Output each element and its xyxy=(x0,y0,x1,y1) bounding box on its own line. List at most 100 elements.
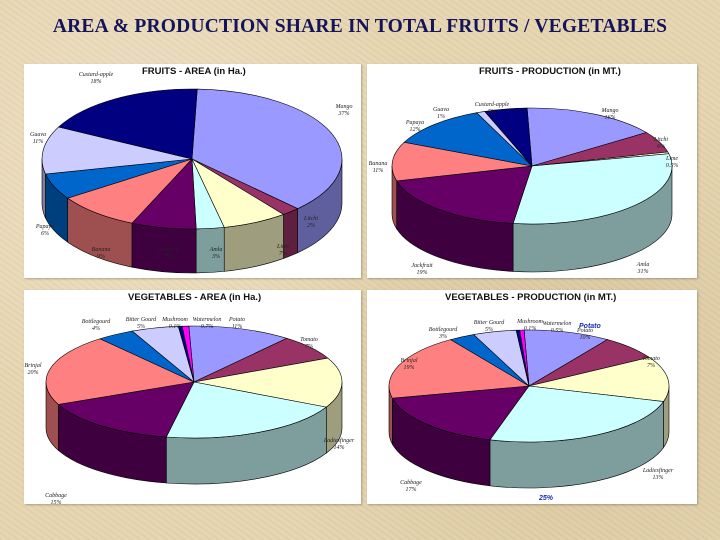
pie-slice xyxy=(181,325,195,383)
slice-label: Mango 37% xyxy=(324,104,361,118)
vegetables-production-chart: VEGETABLES - PRODUCTION (in MT.) Potato … xyxy=(367,290,697,504)
pie-slice xyxy=(512,153,673,225)
vegetables-area-pie xyxy=(45,325,343,485)
slice-label: Watermelon 0.5% xyxy=(537,321,577,335)
slice-label-name: Watermelon xyxy=(542,321,572,327)
slice-label: Banana 11% xyxy=(367,161,398,175)
slice-label: Amla 3% xyxy=(196,247,236,261)
slice-label: Bitter Gourd 5% xyxy=(121,317,161,331)
slice-label-percent: 7% xyxy=(305,344,313,350)
slice-label: Ladiesfinger 14% xyxy=(319,438,359,452)
slice-label-percent: 5% xyxy=(488,109,496,115)
slice-label: Brinjal 19% xyxy=(389,358,429,372)
pie-slice xyxy=(188,325,288,383)
pie-slice xyxy=(526,107,648,167)
chart-title: VEGETABLES - PRODUCTION (in MT.) xyxy=(445,292,617,303)
pie-slice xyxy=(519,329,530,387)
pie-slice xyxy=(528,357,670,402)
slice-label-name: Mushroom xyxy=(517,319,543,325)
slice-label-percent: 3% xyxy=(439,334,447,340)
slice-label: Jackfruit 19% xyxy=(402,263,442,277)
slice-label-name: Papaya xyxy=(35,224,55,230)
slice-label-percent: 19% xyxy=(403,365,415,371)
slice-label: Brinjal 20% xyxy=(24,363,53,377)
slice-label: Bottlegourd 3% xyxy=(423,327,463,341)
slice-label: Mango 16% xyxy=(590,108,630,122)
slice-label-name: Mango xyxy=(335,104,353,110)
slice-label: Lime 7% xyxy=(263,244,303,258)
vegetables-production-pie xyxy=(388,329,670,489)
slice-label-name: Ladiesfinger xyxy=(323,438,355,444)
pie-slice xyxy=(391,141,533,182)
slice-label-percent: 7% xyxy=(647,363,655,369)
slice-label-percent: 5% xyxy=(485,327,493,333)
pie-slice xyxy=(484,107,533,167)
slice-label-name: Custard-apple xyxy=(474,102,510,108)
slice-label: Bitter Gourd 5% xyxy=(469,320,509,334)
slice-label-percent: 11% xyxy=(231,324,243,330)
slice-label-percent: 6% xyxy=(41,231,49,237)
slice-label-name: Jackfruit xyxy=(157,247,179,253)
slice-label-percent: 5% xyxy=(137,324,145,330)
slice-label-percent: 6% xyxy=(657,144,665,150)
slice-label-name: Tomato xyxy=(642,356,660,362)
slice-label: Ladiesfinger 13% xyxy=(638,468,678,482)
slice-label-name: Brinjal xyxy=(400,358,418,364)
slice-label-percent: 37% xyxy=(338,111,350,117)
vegetables-area-chart: VEGETABLES - AREA (in Ha.) Potato 11% Toma… xyxy=(24,290,361,504)
slice-label-percent: 9% xyxy=(97,254,105,260)
slice-label-percent: 18% xyxy=(90,79,102,85)
slice-label: Guava 11% xyxy=(24,132,58,146)
slice-label: Tomato 7% xyxy=(631,356,671,370)
slice-label-name: Lime xyxy=(277,244,289,250)
slice-label-name: Mango xyxy=(601,108,619,114)
slice-label: Potato 11% xyxy=(217,317,257,331)
pie-slice xyxy=(391,385,530,441)
slice-label-percent: 7% xyxy=(164,254,172,260)
slice-label-name: Bottlegourd xyxy=(81,319,111,325)
slice-label-name: Tomato xyxy=(300,337,318,343)
slice-label-name: Ladiesfinger xyxy=(642,468,674,474)
slice-label: Papaya 12% xyxy=(395,120,435,134)
slice-label-name: Banana xyxy=(91,247,111,253)
slice-label-percent: 0.1% xyxy=(523,326,537,332)
slice-label: Amla 31% xyxy=(623,262,663,276)
percent-callout: 25% xyxy=(539,495,554,502)
slice-label: Jackfruit 7% xyxy=(148,247,188,261)
slice-label-percent: 1% xyxy=(437,114,445,120)
pie-slice xyxy=(388,339,530,399)
pie-slice xyxy=(193,357,343,408)
fruits-area-pie xyxy=(41,88,343,274)
slice-label-name: Amla xyxy=(209,247,223,253)
slice-label-name: Cabbage xyxy=(400,480,422,486)
slice-label-percent: 17% xyxy=(405,487,417,493)
slice-label-percent: 12% xyxy=(409,127,421,133)
slice-label-percent: 13% xyxy=(652,475,664,481)
slice-label-name: Potato xyxy=(229,317,245,323)
slice-label-name: Jackfruit xyxy=(411,263,433,269)
slice-label-name: Brinjal xyxy=(24,363,42,369)
pie-slice xyxy=(165,381,328,439)
slice-label: Cabbage 15% xyxy=(36,493,76,504)
slice-label: Watermelon 0.7% xyxy=(187,317,227,331)
slice-label: Litchi 6% xyxy=(641,137,681,151)
pie-slice xyxy=(523,329,609,387)
slice-label-name: Lime xyxy=(666,156,678,162)
slice-label-name: Bitter Gourd xyxy=(473,320,505,326)
slice-label-percent: 0.1% xyxy=(168,324,182,330)
slice-label-name: Bottlegourd xyxy=(428,327,458,333)
slice-label-name: Guava xyxy=(433,107,449,113)
slice-label-percent: 2% xyxy=(307,223,315,229)
slice-label-percent: 0.7% xyxy=(200,324,214,330)
slice-label: Papaya 6% xyxy=(25,224,65,238)
slice-label: Litchi 2% xyxy=(291,216,331,230)
fruits-area-chart: FRUITS - AREA (in Ha.) Mango 37% Litchi 2% L… xyxy=(24,64,361,278)
slice-label-name: Cabbage xyxy=(45,493,67,499)
slice-label-percent: 11% xyxy=(32,139,44,145)
fruits-production-chart: FRUITS - PRODUCTION (in MT.) Mango 16% Lit… xyxy=(367,64,697,278)
slice-label-percent: 31% xyxy=(637,269,649,275)
slice-label-percent: 0.5% xyxy=(665,163,679,169)
pie-slice xyxy=(41,126,193,175)
slice-label-percent: 4% xyxy=(92,326,100,332)
pie-slice xyxy=(489,385,665,443)
